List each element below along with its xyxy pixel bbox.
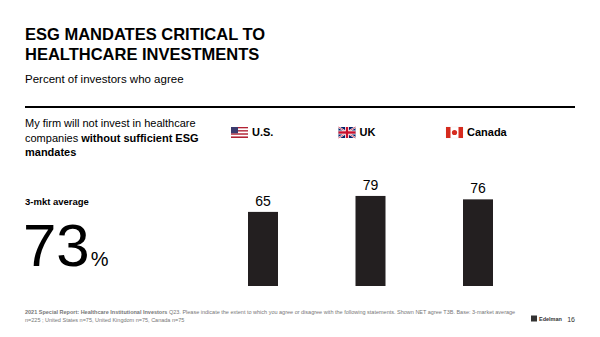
footnote: 2021 Special Report: Healthcare Institut… (25, 309, 515, 315)
logo: Edelman (539, 316, 563, 322)
legend-flag (446, 127, 463, 138)
data-label: 65 (255, 193, 271, 209)
flag-band (459, 127, 464, 138)
flag-field (339, 127, 356, 138)
flag-canton (231, 127, 238, 133)
legend-flag (339, 127, 356, 138)
legend-flag (231, 127, 248, 138)
divider (25, 106, 575, 108)
flag-saltire (339, 127, 356, 138)
flag-saltire (339, 127, 356, 138)
flag-saltire (339, 127, 356, 138)
flag-stripe (231, 136, 248, 138)
statement-part: My firm will not invest in healthcare (25, 117, 196, 129)
logo-mark (531, 316, 537, 322)
average-label: 3-mkt average (25, 196, 89, 207)
data-label: 76 (470, 180, 486, 196)
statement-part: mandates (25, 146, 76, 158)
footnote-part: n=225 ; United States n=75, United Kingd… (25, 317, 184, 323)
flag-field (446, 127, 463, 138)
legend-label: UK (360, 126, 376, 138)
average-value: 73 (23, 212, 90, 279)
average-unit: % (91, 248, 109, 270)
statement-part: companies (25, 132, 79, 144)
statement: My firm will not invest in healthcare (25, 117, 196, 129)
legend-label: U.S. (252, 126, 273, 138)
bar (356, 196, 386, 286)
flag-stripe (231, 135, 248, 137)
flag-band (446, 127, 451, 138)
footnote-part: 2021 Special Report: Healthcare Institut… (25, 309, 167, 315)
flag-leaf (452, 130, 457, 135)
title: ESG MANDATES CRITICAL TO (25, 25, 265, 43)
page-number: 16 (567, 316, 575, 323)
subtitle: Percent of investors who agree (25, 73, 184, 85)
bar (463, 199, 493, 286)
title-part: HEALTHCARE INVESTMENTS (25, 45, 259, 63)
data-label: 79 (363, 177, 379, 193)
legend-label: Canada (467, 126, 508, 138)
flag-saltire (339, 127, 356, 138)
statement-part: without sufficient ESG (78, 132, 198, 144)
flag-stripe (231, 133, 248, 135)
chart-canvas: ESG MANDATES CRITICAL TO HEALTHCARE INVES… (0, 0, 600, 337)
flag-cross (339, 131, 356, 133)
footnote-part: Q23. Please indicate the extent to which… (167, 309, 515, 315)
statement: mandates (25, 146, 76, 158)
bar (248, 212, 278, 286)
title: HEALTHCARE INVESTMENTS (25, 45, 259, 63)
title-part: ESG MANDATES CRITICAL TO (25, 25, 265, 43)
footnote: n=225 ; United States n=75, United Kingd… (25, 317, 184, 323)
statement: companies without sufficient ESG (25, 132, 199, 144)
